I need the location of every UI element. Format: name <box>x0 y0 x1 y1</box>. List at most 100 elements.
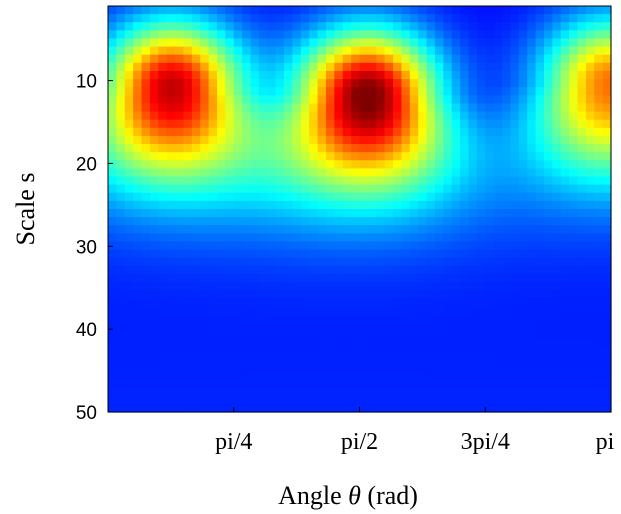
heatmap-cell <box>108 330 117 340</box>
heatmap-cell <box>149 14 159 23</box>
heatmap-cell <box>325 257 335 267</box>
heatmap-cell <box>267 14 277 23</box>
heatmap-cell <box>124 87 134 96</box>
heatmap-cell <box>149 30 159 40</box>
heatmap-cell <box>275 249 285 259</box>
heatmap-cell <box>493 144 503 153</box>
heatmap-cell <box>342 22 352 31</box>
heatmap-cell <box>342 241 352 251</box>
heatmap-cell <box>502 241 511 251</box>
heatmap-cell <box>149 62 159 72</box>
heatmap-cell <box>535 395 545 405</box>
heatmap-cell <box>342 70 352 80</box>
heatmap-cell <box>141 160 151 169</box>
heatmap-cell <box>200 135 210 145</box>
heatmap-cell <box>443 70 453 80</box>
heatmap-cell <box>585 298 595 308</box>
heatmap-cell <box>124 217 134 226</box>
heatmap-cell <box>543 38 553 48</box>
heatmap-cell <box>216 30 226 40</box>
heatmap-cell <box>133 403 143 413</box>
heatmap-cell <box>158 176 168 186</box>
heatmap-cell <box>133 103 143 113</box>
heatmap-cell <box>275 160 285 169</box>
heatmap-cell <box>267 322 277 332</box>
heatmap-cell <box>216 135 226 145</box>
heatmap-cell <box>250 79 260 88</box>
heatmap-cell <box>426 30 436 40</box>
heatmap-cell <box>502 371 511 381</box>
heatmap-cell <box>309 371 319 381</box>
heatmap-cell <box>518 135 528 145</box>
heatmap-cell <box>468 119 478 129</box>
heatmap-cell <box>116 46 126 56</box>
heatmap-cell <box>191 46 201 56</box>
heatmap-cell <box>133 144 143 153</box>
heatmap-cell <box>602 46 612 56</box>
heatmap-cell <box>191 298 201 308</box>
heatmap-cell <box>527 70 537 80</box>
heatmap-cell <box>133 290 143 299</box>
heatmap-cell <box>426 298 436 308</box>
heatmap-cell <box>476 168 486 178</box>
heatmap-cell <box>309 152 319 161</box>
heatmap-cell <box>527 135 537 145</box>
heatmap-cell <box>468 209 478 218</box>
heatmap-cell <box>250 387 260 397</box>
heatmap-cell <box>108 184 117 194</box>
heatmap-cell <box>443 62 453 72</box>
heatmap-cell <box>451 241 461 251</box>
heatmap-cell <box>334 265 344 275</box>
heatmap-cell <box>543 265 553 275</box>
heatmap-cell <box>342 371 352 381</box>
heatmap-cell <box>543 241 553 251</box>
heatmap-cell <box>183 22 193 31</box>
heatmap-cell <box>325 30 335 40</box>
heatmap-cell <box>384 209 394 218</box>
heatmap-cell <box>569 70 579 80</box>
heatmap-cell <box>359 363 369 372</box>
heatmap-cell <box>552 298 562 308</box>
heatmap-cell <box>418 6 428 15</box>
heatmap-cell <box>535 265 545 275</box>
heatmap-cell <box>284 241 294 251</box>
heatmap-cell <box>493 403 503 413</box>
heatmap-cell <box>367 306 377 316</box>
heatmap-cell <box>124 192 134 202</box>
heatmap-cell <box>602 322 612 332</box>
heatmap-cell <box>317 322 327 332</box>
heatmap-cell <box>518 103 528 113</box>
heatmap-cell <box>166 144 176 153</box>
heatmap-cell <box>250 95 260 105</box>
heatmap-cell <box>267 144 277 153</box>
heatmap-cell <box>275 168 285 178</box>
heatmap-cell <box>409 87 419 96</box>
heatmap-cell <box>225 111 235 121</box>
heatmap-cell <box>309 347 319 356</box>
heatmap-cell <box>468 111 478 121</box>
heatmap-cell <box>175 330 185 340</box>
heatmap-cell <box>325 338 335 348</box>
heatmap-cell <box>569 371 579 381</box>
heatmap-cell <box>577 282 587 291</box>
heatmap-cell <box>384 314 394 324</box>
heatmap-cell <box>384 127 394 137</box>
heatmap-cell <box>493 79 503 88</box>
heatmap-cell <box>191 54 201 64</box>
heatmap-cell <box>376 152 386 161</box>
heatmap-cell <box>502 160 511 169</box>
heatmap-cell <box>334 403 344 413</box>
heatmap-cell <box>141 176 151 186</box>
heatmap-cell <box>149 249 159 259</box>
heatmap-cell <box>141 14 151 23</box>
heatmap-cell <box>493 6 503 15</box>
heatmap-cell <box>158 290 168 299</box>
heatmap-cell <box>384 200 394 210</box>
heatmap-cell <box>233 217 243 226</box>
heatmap-cell <box>510 184 520 194</box>
heatmap-cell <box>485 176 495 186</box>
heatmap-cell <box>225 233 235 243</box>
heatmap-cell <box>250 38 260 48</box>
heatmap-cell <box>468 363 478 372</box>
heatmap-cell <box>292 176 302 186</box>
